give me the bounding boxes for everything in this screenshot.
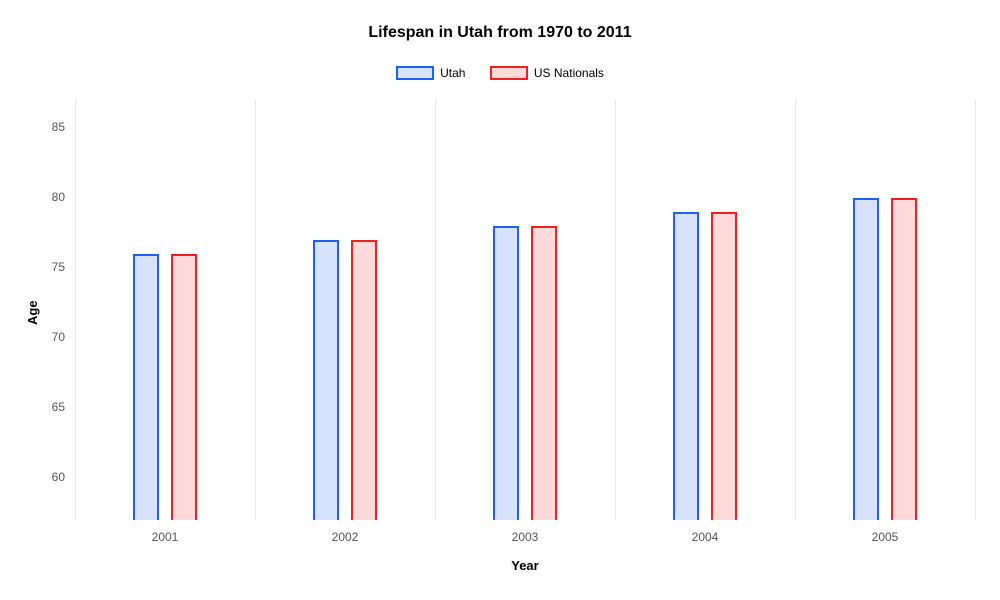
legend-swatch-utah [396, 66, 434, 80]
x-tick-label: 2005 [845, 530, 925, 544]
legend-item-utah: Utah [396, 66, 465, 80]
chart-container: Lifespan in Utah from 1970 to 2011 Utah … [0, 0, 1000, 600]
grid-line [795, 100, 796, 520]
y-tick-label: 80 [35, 190, 65, 204]
x-tick-label: 2001 [125, 530, 205, 544]
bar [133, 254, 159, 520]
y-tick-label: 60 [35, 470, 65, 484]
plot-area [75, 100, 975, 520]
grid-line [435, 100, 436, 520]
x-tick-label: 2002 [305, 530, 385, 544]
x-axis-label: Year [75, 558, 975, 573]
y-axis-label: Age [25, 300, 40, 325]
y-tick-label: 70 [35, 330, 65, 344]
x-tick-label: 2004 [665, 530, 745, 544]
x-tick-label: 2003 [485, 530, 565, 544]
chart-title: Lifespan in Utah from 1970 to 2011 [0, 24, 1000, 42]
bar [711, 212, 737, 520]
bar [171, 254, 197, 520]
grid-line [255, 100, 256, 520]
y-tick-label: 75 [35, 260, 65, 274]
bar [493, 226, 519, 520]
legend-label: Utah [440, 66, 465, 80]
legend-swatch-us-nationals [490, 66, 528, 80]
bar [673, 212, 699, 520]
grid-line [75, 100, 76, 520]
legend: Utah US Nationals [0, 66, 1000, 85]
grid-line [975, 100, 976, 520]
grid-line [615, 100, 616, 520]
y-tick-label: 65 [35, 400, 65, 414]
bar [853, 198, 879, 520]
bar [351, 240, 377, 520]
bar [891, 198, 917, 520]
y-tick-label: 85 [35, 120, 65, 134]
legend-item-us-nationals: US Nationals [490, 66, 604, 80]
legend-label: US Nationals [534, 66, 604, 80]
bar [531, 226, 557, 520]
bar [313, 240, 339, 520]
